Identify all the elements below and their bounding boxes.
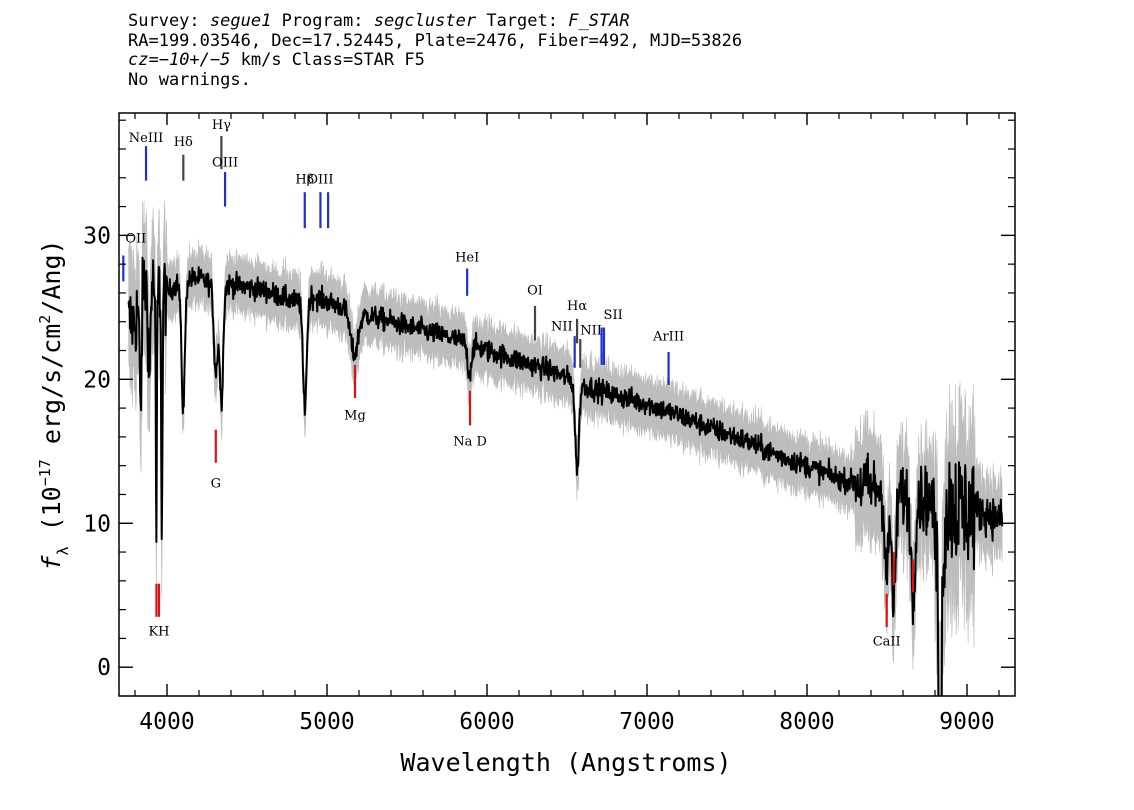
x-tick-label: 8000 xyxy=(779,709,834,735)
x-tick-label: 4000 xyxy=(139,709,194,735)
emission-line-label: Hδ xyxy=(174,135,193,150)
y-tick-label: 30 xyxy=(83,223,111,249)
absorption-line-label: G xyxy=(211,476,221,491)
emission-line-label: NII xyxy=(580,324,602,339)
x-tick-label: 9000 xyxy=(939,709,994,735)
program-value: segcluster xyxy=(373,11,477,31)
survey-value: segue1 xyxy=(209,11,272,31)
x-tick-label: 6000 xyxy=(459,709,514,735)
y-tick-label: 0 xyxy=(97,655,111,681)
emission-line-label: OIII xyxy=(212,155,238,170)
axis-ticks: 4000 5000 6000 7000 8000 9000 0 10 20 30 xyxy=(83,113,1015,735)
emission-line-label: HeI xyxy=(455,250,479,265)
warnings-text: No warnings. xyxy=(128,69,251,90)
target-value: F_STAR xyxy=(568,11,630,31)
flux-curve xyxy=(127,256,1004,696)
class-text: km/s Class=STAR F5 xyxy=(230,50,425,70)
survey-label: Survey: xyxy=(128,11,200,31)
emission-line-label: NeIII xyxy=(129,131,163,146)
error-band-fill xyxy=(128,200,1003,696)
error-band xyxy=(128,200,1003,696)
absorption-line-label: Mg xyxy=(344,409,366,424)
y-axis-label: fλ (10−17 erg/s/cm2/Ang) xyxy=(36,239,72,570)
x-tick-label: 7000 xyxy=(619,709,674,735)
cz-value: =−10+/−5 xyxy=(148,50,231,70)
flux-line xyxy=(127,256,1004,696)
emission-line-label: Hγ xyxy=(212,118,231,133)
emission-line-label: OII xyxy=(125,232,146,247)
emission-line-label: SII xyxy=(604,308,623,323)
emission-line-label: Hβ xyxy=(295,173,314,188)
cz-label: cz xyxy=(128,50,149,70)
x-axis-label: Wavelength (Angstroms) xyxy=(400,748,731,777)
absorption-line-label: KH xyxy=(148,625,169,640)
x-tick-label: 5000 xyxy=(299,709,354,735)
emission-line-label: OI xyxy=(527,283,543,298)
plot-frame xyxy=(118,112,1016,697)
absorption-line-label: Na D xyxy=(453,435,487,450)
spectrum-header: Survey: segue1 Program: segcluster Targe… xyxy=(128,11,743,90)
program-label: Program: xyxy=(281,11,364,31)
emission-line-label: NII xyxy=(551,319,573,334)
header-line-1: Survey: segue1 Program: segcluster Targe… xyxy=(128,11,742,32)
header-line-2: RA=199.03546, Dec=17.52445, Plate=2476, … xyxy=(128,30,743,51)
y-tick-label: 20 xyxy=(83,367,111,393)
emission-line-label: OIII xyxy=(307,173,333,188)
emission-line-label: ArIII xyxy=(652,329,684,344)
absorption-line-label: CaII xyxy=(873,635,901,650)
header-line-3: cz=−10+/−5 km/s Class=STAR F5 xyxy=(128,50,742,71)
plot-axes xyxy=(118,112,1016,697)
y-tick-label: 10 xyxy=(83,511,111,537)
target-label: Target: xyxy=(486,11,558,31)
emission-line-label: Hα xyxy=(567,299,587,314)
